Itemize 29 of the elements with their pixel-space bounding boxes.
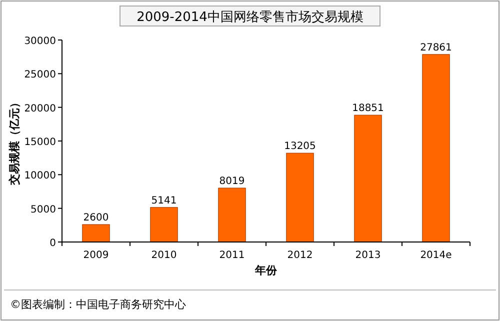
y-tick-label: 10000 [24, 170, 56, 182]
y-tick-label: 30000 [24, 36, 56, 47]
x-tick-label: 2010 [151, 250, 177, 261]
x-axis-title: 年份 [254, 264, 278, 277]
data-label: 27861 [420, 42, 452, 54]
bar [82, 224, 110, 242]
y-tick-label: 5000 [30, 204, 56, 216]
bar [354, 114, 382, 242]
y-tick-label: 25000 [24, 70, 56, 81]
x-tick-label: 2013 [355, 250, 381, 261]
data-label: 18851 [352, 103, 384, 114]
y-tick-label: 0 [50, 238, 56, 249]
bar [218, 188, 246, 242]
y-axis-title: 交易规模（亿元） [8, 97, 21, 186]
bar [286, 152, 314, 242]
x-tick-label: 2014e [420, 250, 452, 261]
chart-title: 2009-2014中国网络零售市场交易规模 [136, 9, 364, 25]
x-tick-label: 2011 [219, 250, 245, 261]
y-tick-label: 15000 [24, 137, 56, 148]
bar [422, 54, 450, 242]
bar [150, 207, 178, 242]
data-label: 8019 [219, 176, 245, 188]
data-label: 5141 [151, 195, 177, 206]
x-tick-label: 2009 [83, 250, 109, 261]
text: ©图表编制：中国电子商务研究中心 [10, 298, 186, 311]
data-label: 13205 [284, 141, 316, 152]
y-tick-label: 20000 [24, 103, 56, 114]
x-tick-label: 2012 [287, 250, 313, 261]
data-label: 2600 [83, 212, 109, 224]
